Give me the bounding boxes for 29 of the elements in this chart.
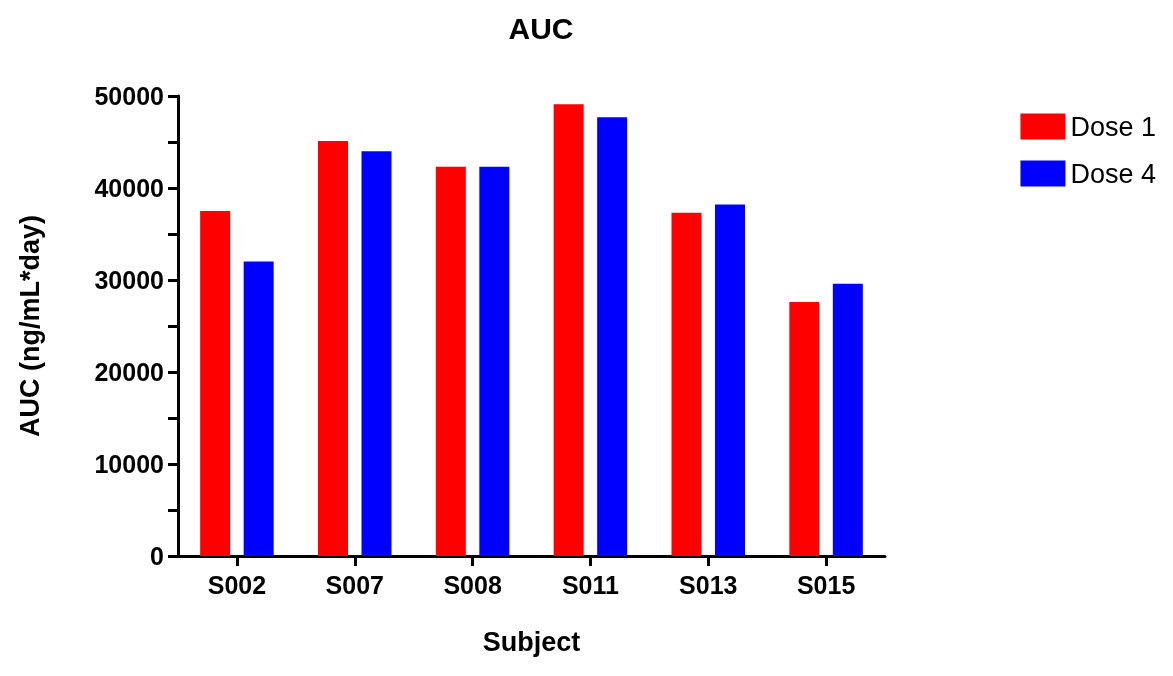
y-tick-label: 20000 — [94, 358, 164, 386]
bar — [243, 261, 274, 556]
y-tick-label: 50000 — [94, 82, 164, 110]
bar — [200, 211, 231, 556]
y-tick-label: 30000 — [94, 266, 164, 294]
legend-label: Dose 1 — [1070, 111, 1157, 142]
bar — [671, 212, 702, 556]
bar — [553, 104, 584, 556]
bar — [479, 166, 510, 556]
bar — [715, 204, 745, 556]
bar — [832, 283, 863, 556]
x-tick-label: S002 — [207, 570, 267, 599]
bar — [435, 166, 466, 556]
x-tick-label: S015 — [796, 570, 856, 599]
x-axis-title: Subject — [482, 626, 581, 657]
legend-label: Dose 4 — [1070, 158, 1157, 189]
bar — [361, 151, 392, 556]
x-tick-label: S013 — [679, 570, 738, 599]
bar — [318, 141, 348, 556]
chart-title: AUC — [508, 11, 574, 45]
y-tick-label: 10000 — [94, 450, 164, 478]
x-tick-label: S008 — [443, 570, 502, 599]
bar — [789, 302, 820, 556]
y-axis-title: AUC (ng/mL*day) — [14, 215, 45, 437]
y-tick-label: 40000 — [94, 174, 164, 202]
x-tick-label: S007 — [325, 570, 384, 599]
y-tick-label: 0 — [150, 542, 164, 570]
x-tick-label: S011 — [561, 570, 620, 599]
bar — [597, 117, 628, 556]
